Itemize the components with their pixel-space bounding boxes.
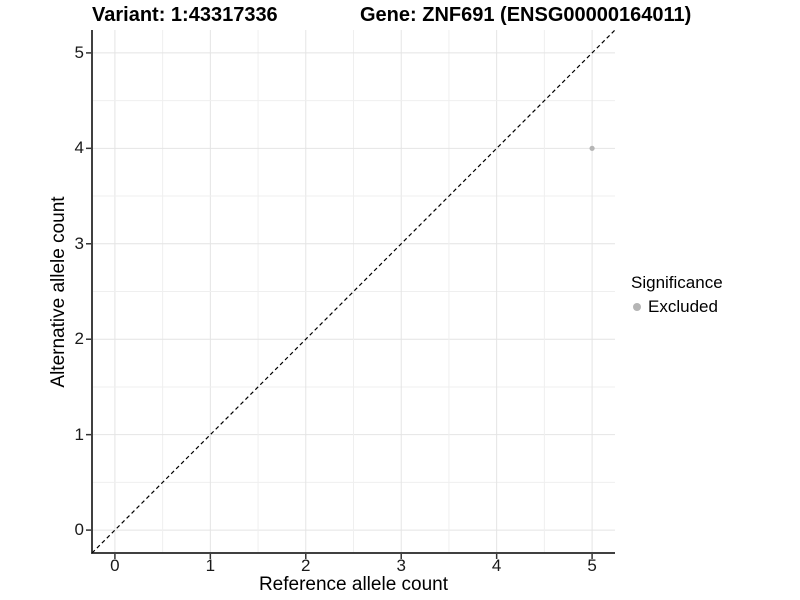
y-axis-title: Alternative allele count (48, 196, 69, 388)
x-tick-label: 4 (491, 556, 502, 575)
grid-lines (92, 30, 615, 553)
variant-title: Variant: 1:43317336 (92, 4, 278, 26)
data-points (589, 145, 595, 151)
x-tick-label: 5 (587, 556, 597, 575)
x-tick-label: 1 (205, 556, 216, 575)
tick-marks (86, 52, 593, 559)
identity-line (91, 29, 616, 554)
data-point (589, 145, 595, 151)
gene-title: Gene: ZNF691 (ENSG00000164011) (360, 4, 692, 26)
y-tick-label: 2 (74, 329, 84, 349)
legend-point-icon (633, 303, 641, 311)
y-tick-label: 0 (74, 520, 84, 540)
x-axis-title: Reference allele count (258, 574, 449, 595)
y-tick-label: 1 (74, 424, 84, 444)
y-tick-label: 5 (74, 42, 84, 62)
y-tick-label: 3 (74, 233, 84, 253)
y-tick-label: 4 (74, 138, 84, 158)
x-tick-label: 3 (396, 556, 406, 575)
legend-item-label: Excluded (648, 297, 718, 316)
legend-item: Excluded (631, 297, 796, 317)
legend-items: Excluded (631, 297, 796, 317)
axis-lines (91, 30, 615, 554)
legend-title: Significance (631, 273, 723, 292)
x-tick-label: 2 (301, 556, 311, 575)
legend: Significance Excluded (631, 272, 796, 317)
x-tick-label: 0 (110, 556, 120, 575)
